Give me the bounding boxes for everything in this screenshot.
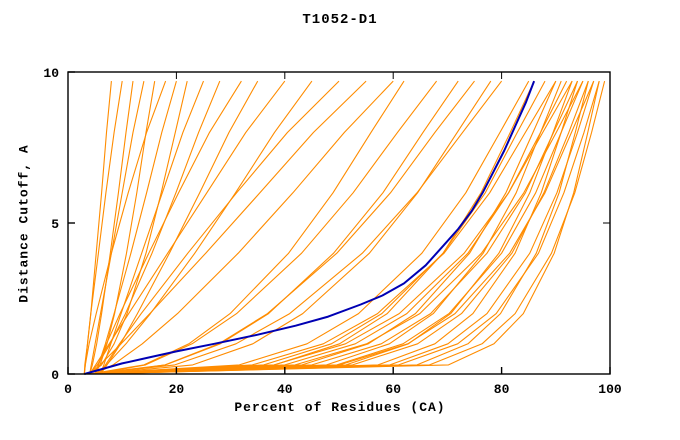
model-curve-model-33: [84, 80, 578, 375]
x-axis-label: Percent of Residues (CA): [234, 400, 446, 415]
model-curve-model-19: [95, 80, 438, 375]
model-curve-model-12: [100, 80, 259, 375]
chart-title: T1052-D1: [302, 12, 378, 28]
model-curve-model-18: [89, 80, 405, 375]
x-tick-label: 80: [494, 382, 510, 397]
model-curve-model-38: [89, 80, 589, 375]
x-tick-label: 20: [169, 382, 185, 397]
model-curve-model-41: [84, 80, 600, 375]
model-curve-model-37: [84, 80, 589, 375]
model-curve-model-09: [99, 80, 205, 375]
model-curve-model-05: [94, 81, 156, 375]
model-curve-model-17: [94, 80, 394, 375]
model-curve-model-36: [89, 80, 584, 375]
highlight-curve-selected-model: [84, 80, 536, 375]
model-curve-model-06: [83, 80, 167, 375]
model-curve-model-08: [89, 80, 188, 375]
model-curve-model-22: [95, 80, 492, 375]
model-curve-model-14: [94, 80, 313, 375]
model-curve-model-25: [89, 80, 535, 375]
model-curve-model-16: [89, 80, 367, 375]
model-curve-model-21: [100, 80, 475, 375]
x-tick-label: 100: [598, 382, 622, 397]
model-curve-model-40: [89, 80, 595, 375]
model-curve-model-11: [94, 80, 242, 375]
model-curve-model-27: [84, 80, 557, 375]
model-curve-model-43: [95, 80, 606, 375]
model-curve-model-04: [89, 80, 145, 375]
model-curve-model-30: [84, 80, 568, 375]
model-curve-model-03: [89, 81, 134, 375]
model-curve-model-42: [89, 80, 600, 375]
model-curve-model-24: [84, 80, 530, 375]
y-tick-label: 10: [43, 66, 59, 81]
model-curve-model-26: [95, 80, 546, 375]
y-tick-label: 0: [51, 368, 59, 383]
model-curve-model-28: [89, 80, 557, 375]
x-tick-label: 60: [385, 382, 401, 397]
model-curve-model-35: [95, 80, 584, 375]
model-curve-model-23: [89, 80, 503, 375]
model-curve-model-39: [95, 80, 595, 375]
model-curve-model-02: [83, 81, 123, 375]
model-curve-model-13: [89, 80, 286, 375]
model-curve-model-29: [95, 80, 562, 375]
model-curve-model-32: [95, 80, 573, 375]
model-curve-model-34: [89, 80, 579, 375]
x-tick-label: 40: [277, 382, 293, 397]
x-tick-label: 0: [64, 382, 72, 397]
y-tick-label: 5: [51, 217, 59, 232]
model-curve-model-15: [100, 80, 340, 375]
